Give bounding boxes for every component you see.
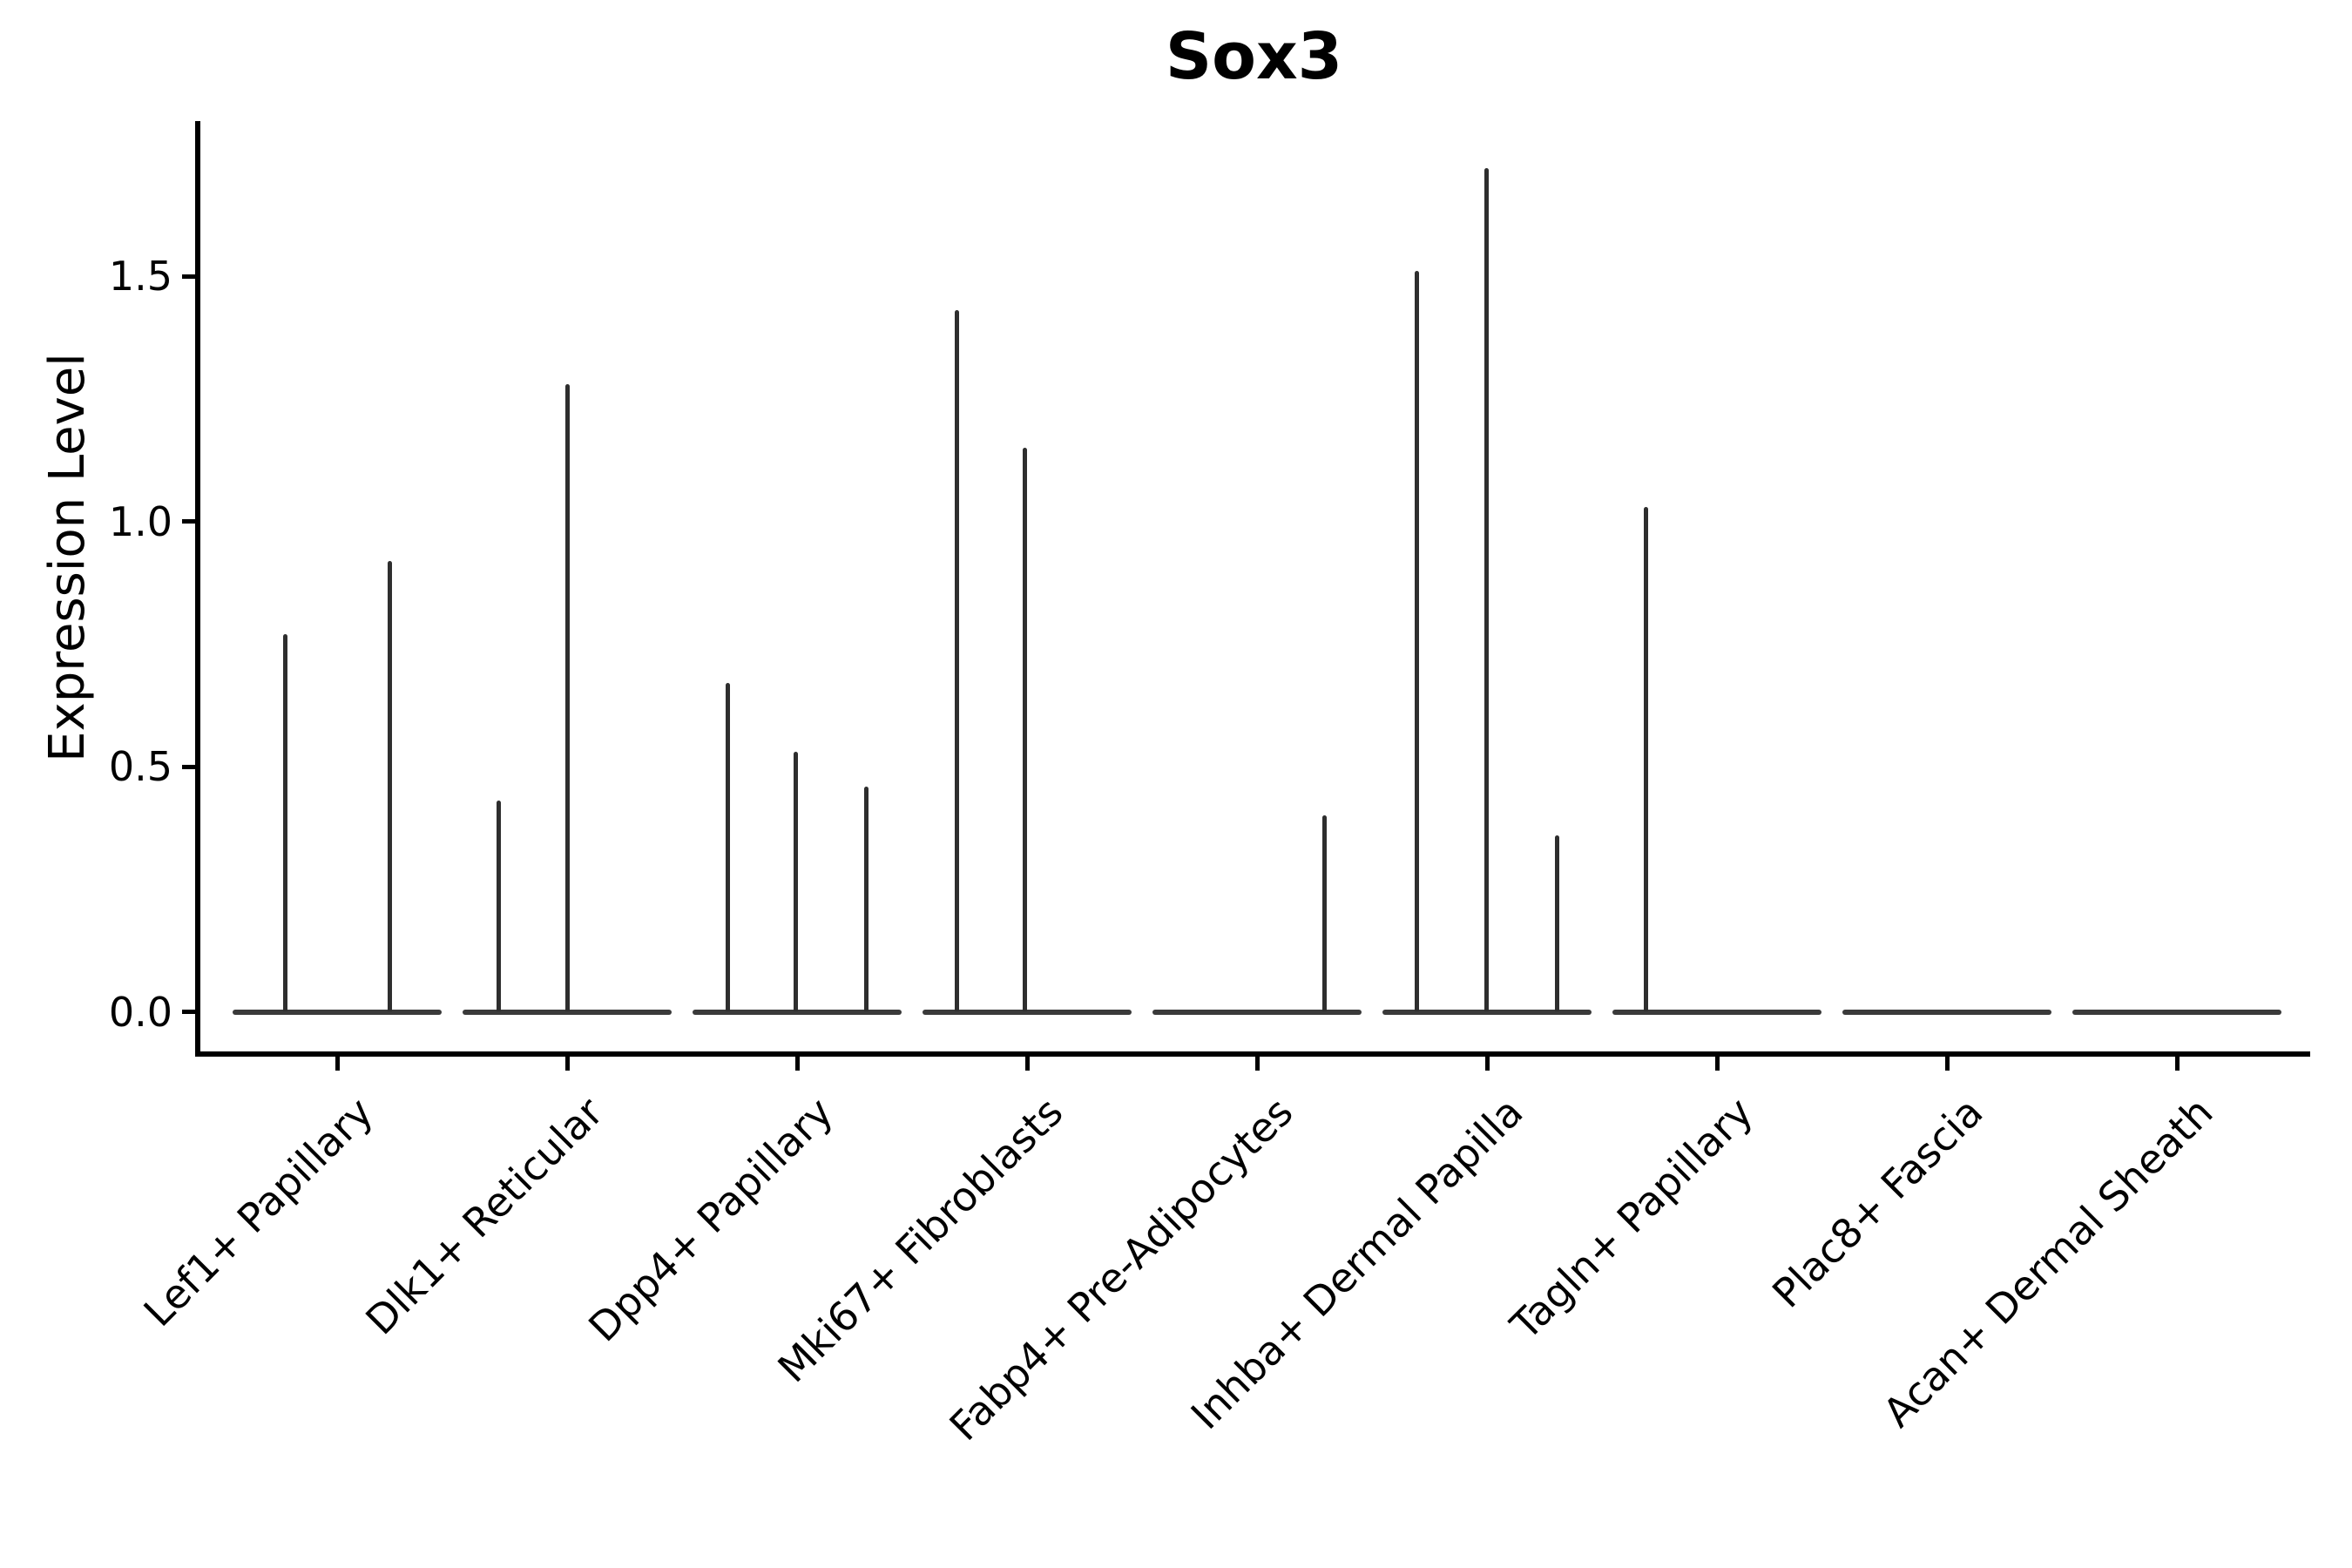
- violin-density-spike: [1554, 835, 1559, 1012]
- violin-density-spike: [793, 752, 798, 1012]
- x-tick-mark: [2174, 1057, 2180, 1071]
- violin-baseline: [233, 1009, 442, 1015]
- violin-baseline: [463, 1009, 672, 1015]
- plot-title: Sox3: [1165, 19, 1343, 94]
- y-tick-mark: [182, 764, 195, 769]
- violin-density-spike: [725, 683, 730, 1012]
- violin-density-spike: [1643, 506, 1648, 1012]
- violin-density-spike: [954, 310, 959, 1012]
- violin-baseline: [2072, 1009, 2281, 1015]
- violin-baseline: [1612, 1009, 1821, 1015]
- violin-density-spike: [863, 786, 868, 1012]
- violin-baseline: [923, 1009, 1132, 1015]
- x-tick-mark: [1714, 1057, 1720, 1071]
- y-tick-label: 1.0: [108, 497, 172, 545]
- violin-baseline: [1842, 1009, 2051, 1015]
- violin-baseline: [693, 1009, 902, 1015]
- x-tick-mark: [335, 1057, 340, 1071]
- x-axis-spine: [195, 1051, 2310, 1057]
- violin-baseline: [1382, 1009, 1592, 1015]
- x-tick-mark: [1024, 1057, 1030, 1071]
- violin-density-spike: [1321, 815, 1327, 1012]
- y-axis-spine: [195, 121, 200, 1057]
- y-tick-label: 1.5: [108, 253, 172, 300]
- violin-density-spike: [564, 383, 570, 1012]
- y-axis-label: Expression Level: [39, 353, 96, 762]
- violin-density-spike: [387, 560, 392, 1012]
- x-tick-mark: [564, 1057, 570, 1071]
- violin-density-spike: [496, 801, 501, 1012]
- violin-density-spike: [1414, 271, 1419, 1012]
- violin-baseline: [1152, 1009, 1362, 1015]
- x-tick-mark: [1254, 1057, 1260, 1071]
- violin-density-spike: [1022, 448, 1027, 1012]
- y-tick-label: 0.5: [108, 743, 172, 790]
- violin-density-spike: [282, 633, 287, 1012]
- violin-density-spike: [1484, 168, 1489, 1012]
- x-tick-mark: [1944, 1057, 1950, 1071]
- y-tick-label: 0.0: [108, 988, 172, 1036]
- x-tick-mark: [1484, 1057, 1490, 1071]
- y-tick-mark: [182, 274, 195, 279]
- y-tick-mark: [182, 519, 195, 524]
- y-tick-mark: [182, 1010, 195, 1014]
- x-tick-mark: [794, 1057, 800, 1071]
